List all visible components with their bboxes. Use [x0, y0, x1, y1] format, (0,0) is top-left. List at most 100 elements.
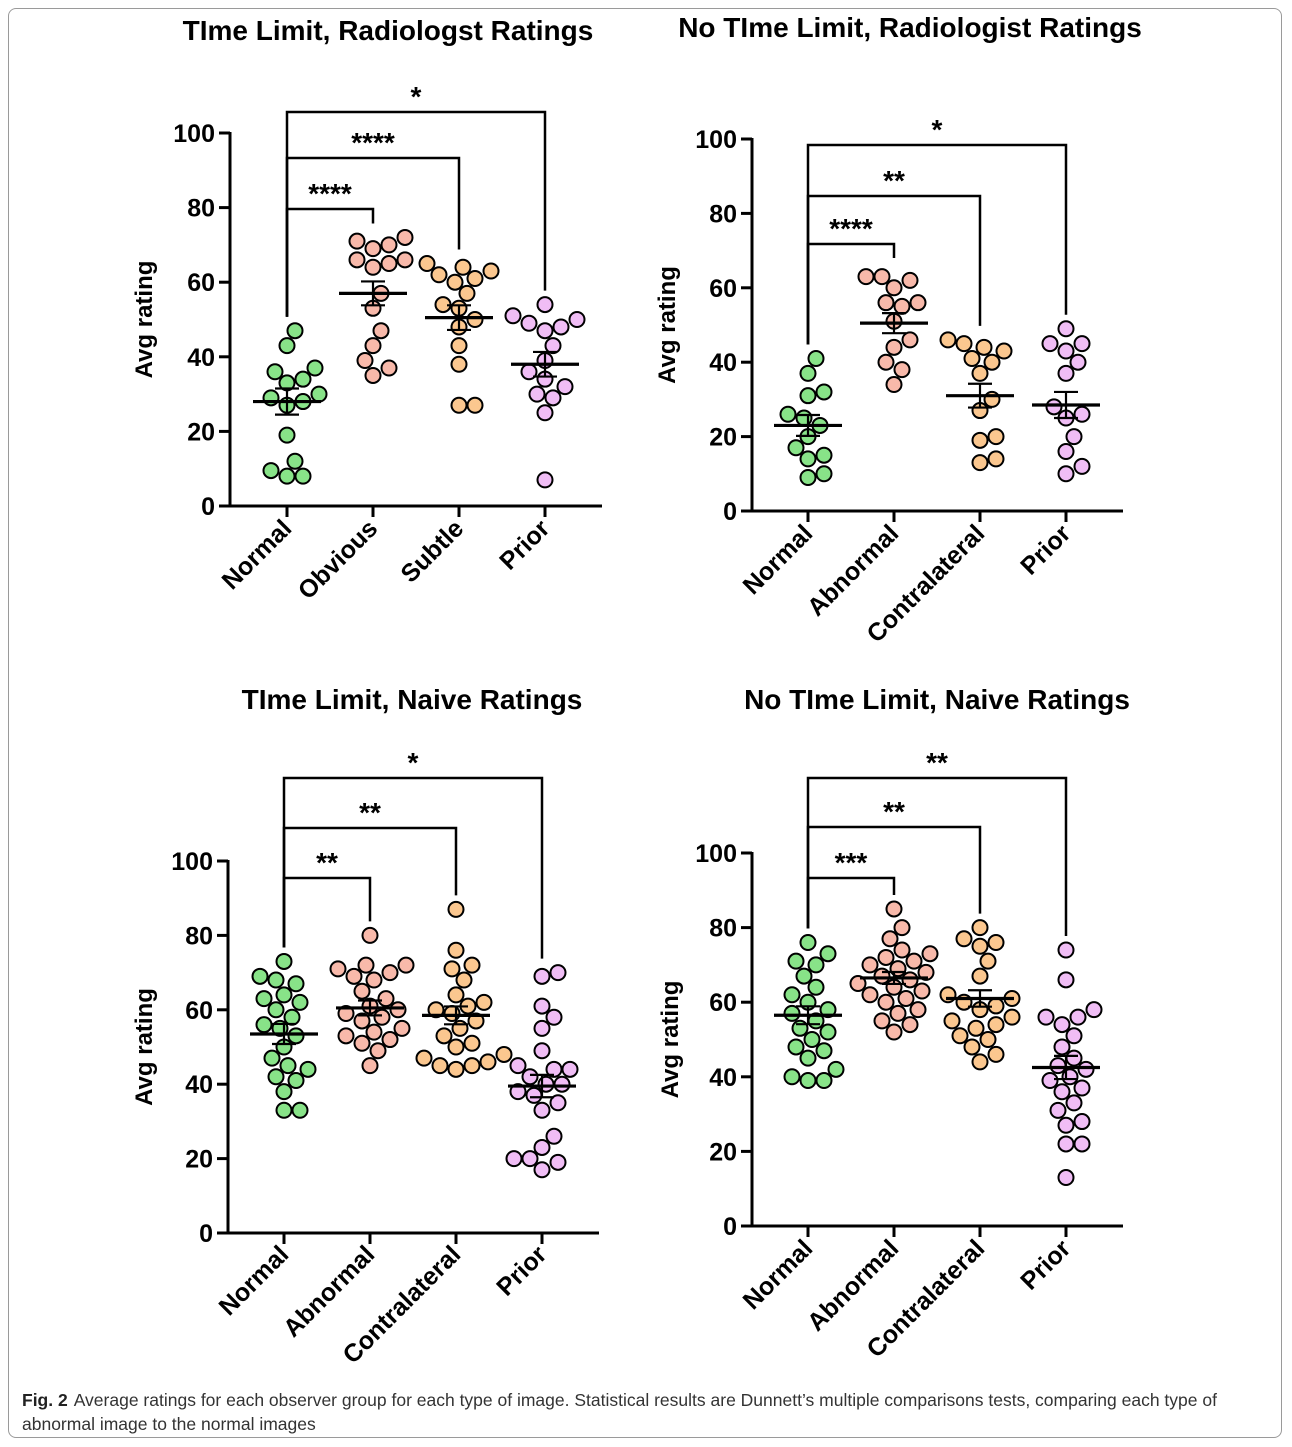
significance-label: **** — [351, 127, 395, 158]
data-point — [787, 952, 805, 970]
significance-bracket — [806, 242, 896, 345]
data-point — [901, 271, 919, 289]
data-point — [446, 273, 464, 291]
data-point — [525, 1086, 543, 1104]
data-point — [450, 337, 468, 355]
data-point — [783, 1004, 801, 1022]
data-point — [971, 919, 989, 937]
data-point — [799, 364, 817, 382]
y-tick-label: 60 — [185, 997, 213, 1025]
x-tick-label: Prior — [1015, 1234, 1076, 1295]
data-point — [795, 967, 813, 985]
data-point — [917, 963, 935, 981]
chart-panel-2: No TIme Limit, Radiologist Ratings Avg ra… — [654, 12, 1142, 648]
y-tick-label: 40 — [709, 1064, 737, 1092]
significance-label: ** — [926, 747, 948, 778]
data-point — [533, 967, 551, 985]
data-point — [267, 1068, 285, 1086]
data-point — [1057, 342, 1075, 360]
data-point — [544, 389, 562, 407]
data-point — [283, 1008, 301, 1026]
data-point — [430, 266, 448, 284]
data-point — [877, 353, 895, 371]
figure-caption: Fig. 2 Average ratings for each observer … — [22, 1388, 1272, 1436]
caption-text: Average ratings for each observer group … — [22, 1390, 1217, 1434]
data-point — [1053, 1038, 1071, 1056]
y-tick-label: 100 — [695, 126, 737, 154]
data-point — [799, 1072, 817, 1090]
data-point — [1057, 320, 1075, 338]
data-point — [380, 359, 398, 377]
data-point — [353, 1034, 371, 1052]
data-point — [509, 1057, 527, 1075]
significance-bracket — [282, 776, 544, 959]
data-point — [787, 439, 805, 457]
data-point — [799, 1049, 817, 1067]
data-point — [799, 469, 817, 487]
data-point — [533, 1019, 551, 1037]
chart-title: TIme Limit, Naive Ratings — [242, 684, 583, 715]
data-point — [791, 1019, 809, 1037]
data-point — [901, 1016, 919, 1034]
data-point — [504, 307, 522, 325]
data-point — [971, 454, 989, 472]
data-point — [275, 1101, 293, 1119]
data-point — [873, 268, 891, 286]
data-point — [921, 945, 939, 963]
data-point — [396, 251, 414, 269]
data-point — [418, 255, 436, 273]
data-point — [275, 986, 293, 1004]
y-tick-label: 80 — [187, 195, 215, 223]
caption-label: Fig. 2 — [22, 1390, 68, 1410]
data-point — [521, 1150, 539, 1168]
data-point — [1069, 1008, 1087, 1026]
data-point — [877, 294, 895, 312]
y-tick-label: 0 — [201, 493, 215, 521]
data-point — [278, 337, 296, 355]
data-point — [971, 431, 989, 449]
data-point — [987, 1045, 1005, 1063]
data-point — [1073, 405, 1091, 423]
data-point — [877, 993, 895, 1011]
data-point — [955, 335, 973, 353]
data-point — [389, 1001, 407, 1019]
significance-bracket — [806, 876, 896, 929]
data-point — [306, 359, 324, 377]
data-point — [533, 1101, 551, 1119]
x-tick-label: Prior — [1015, 519, 1076, 580]
data-point — [987, 428, 1005, 446]
data-point — [287, 1071, 305, 1089]
data-point — [329, 960, 347, 978]
data-point — [955, 930, 973, 948]
data-point — [544, 337, 562, 355]
data-point — [877, 948, 895, 966]
data-point — [536, 296, 554, 314]
data-point — [463, 956, 481, 974]
x-tick-label: Obvious — [293, 514, 384, 605]
data-point — [495, 1045, 513, 1063]
data-point — [263, 1049, 281, 1067]
data-point — [397, 956, 415, 974]
data-point — [255, 1016, 273, 1034]
data-point — [815, 446, 833, 464]
data-point — [1037, 1008, 1055, 1026]
data-point — [1041, 335, 1059, 353]
data-point — [1073, 1113, 1091, 1131]
data-point — [1003, 1008, 1021, 1026]
data-point — [365, 971, 383, 989]
data-point — [443, 960, 461, 978]
data-point — [983, 353, 1001, 371]
data-point — [393, 1019, 411, 1037]
data-point — [533, 1138, 551, 1156]
data-point — [861, 956, 879, 974]
data-point — [971, 967, 989, 985]
data-point — [1053, 1083, 1071, 1101]
data-point — [348, 251, 366, 269]
data-point — [909, 1001, 927, 1019]
data-point — [372, 322, 390, 340]
data-point — [873, 967, 891, 985]
data-point — [819, 1023, 837, 1041]
data-point — [885, 279, 903, 297]
significance-bracket — [806, 776, 1068, 936]
data-point — [1057, 1169, 1075, 1187]
